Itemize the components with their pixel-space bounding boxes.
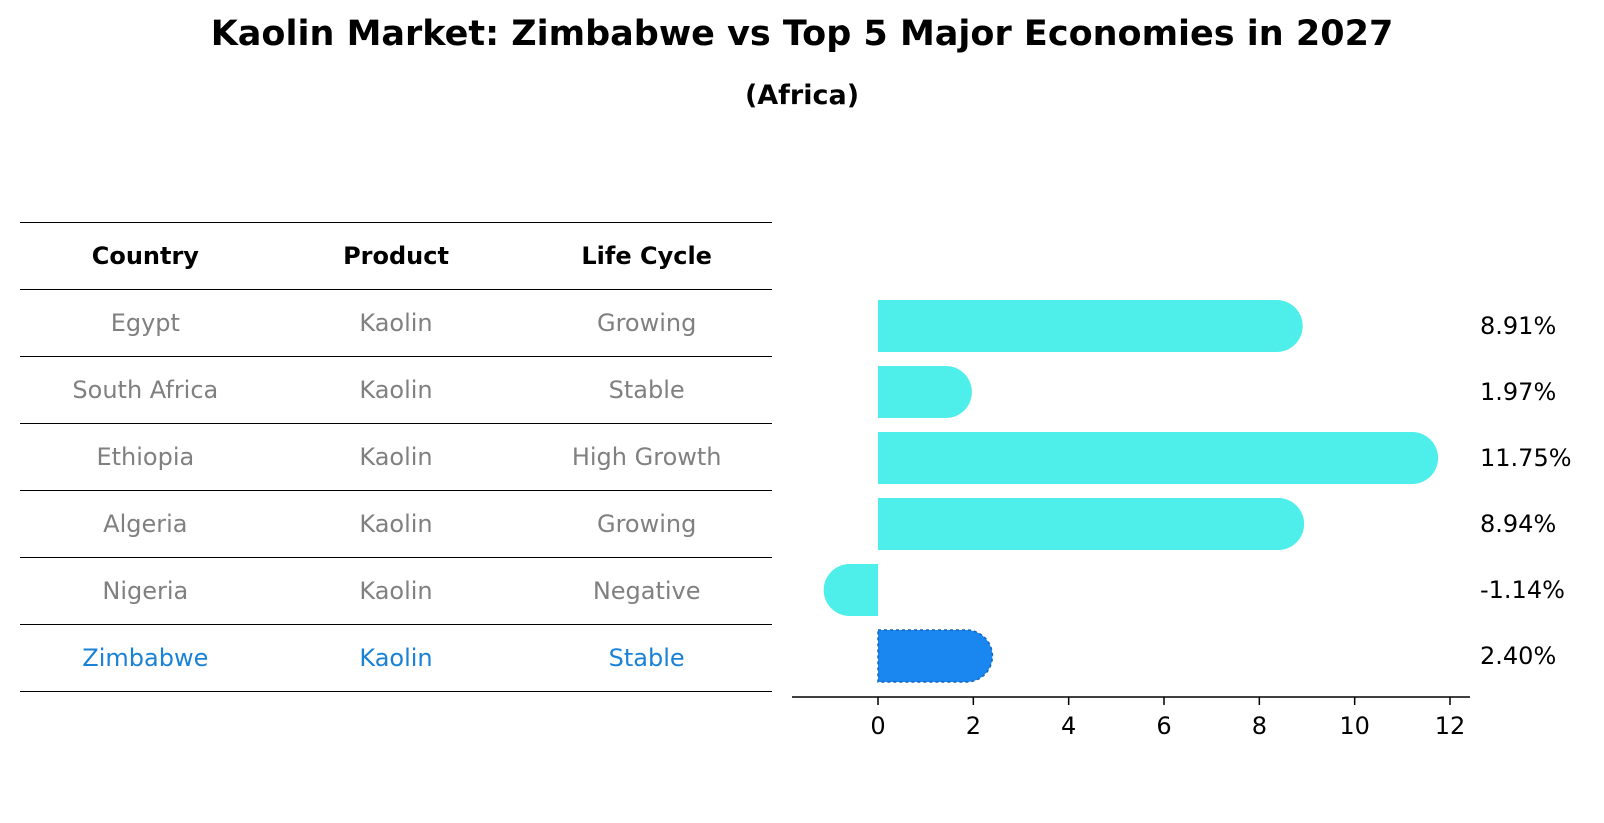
cell-product: Kaolin xyxy=(359,376,433,404)
bar-ethiopia xyxy=(878,432,1439,484)
country-table: Country Product Life Cycle Egypt Kaolin … xyxy=(20,222,772,692)
cell-life-cycle: Growing xyxy=(596,510,697,538)
column-header-life-cycle: Life Cycle xyxy=(581,242,712,270)
table-header-row: Country Product Life Cycle xyxy=(20,222,772,289)
chart-subtitle: (Africa) xyxy=(744,80,860,111)
x-tick-label: 12 xyxy=(1435,712,1466,740)
table-row: South Africa Kaolin Stable xyxy=(20,356,772,423)
cell-life-cycle: Growing xyxy=(596,309,697,337)
column-header-country: Country xyxy=(91,242,199,270)
cell-country: Zimbabwe xyxy=(82,644,209,672)
cell-country: South Africa xyxy=(72,376,219,404)
table-row-highlighted: Zimbabwe Kaolin Stable xyxy=(20,624,772,692)
chart-title: Kaolin Market: Zimbabwe vs Top 5 Major E… xyxy=(210,14,1394,54)
table-row: Algeria Kaolin Growing xyxy=(20,490,772,557)
value-label: 8.91% xyxy=(1480,312,1556,340)
cell-product: Kaolin xyxy=(359,644,433,672)
cell-country: Algeria xyxy=(103,510,188,538)
x-tick-label: 8 xyxy=(1252,712,1267,740)
x-tick-label: 6 xyxy=(1156,712,1171,740)
bar-nigeria xyxy=(823,564,878,616)
value-label: -1.14% xyxy=(1480,576,1565,604)
cell-life-cycle: Stable xyxy=(608,376,685,404)
cell-product: Kaolin xyxy=(359,510,433,538)
bar-zimbabwe xyxy=(877,629,994,683)
table-row: Nigeria Kaolin Negative xyxy=(20,557,772,624)
value-label: 2.40% xyxy=(1480,642,1556,670)
x-tick-label: 10 xyxy=(1339,712,1370,740)
bar-egypt xyxy=(878,300,1303,352)
x-tick-label: 0 xyxy=(870,712,885,740)
cell-product: Kaolin xyxy=(359,577,433,605)
cell-country: Nigeria xyxy=(102,577,189,605)
cell-life-cycle: Negative xyxy=(592,577,701,605)
value-label: 8.94% xyxy=(1480,510,1556,538)
table-row: Ethiopia Kaolin High Growth xyxy=(20,423,772,490)
cell-country: Ethiopia xyxy=(96,443,195,471)
cell-product: Kaolin xyxy=(359,443,433,471)
cell-product: Kaolin xyxy=(359,309,433,337)
table-row: Egypt Kaolin Growing xyxy=(20,289,772,356)
value-label: 1.97% xyxy=(1480,378,1556,406)
column-header-product: Product xyxy=(343,242,449,270)
bar-south-africa xyxy=(878,366,972,418)
cell-country: Egypt xyxy=(110,309,180,337)
value-label: 11.75% xyxy=(1480,444,1572,472)
bar-algeria xyxy=(878,498,1305,550)
x-tick-label: 4 xyxy=(1061,712,1076,740)
x-tick-label: 2 xyxy=(966,712,981,740)
cell-life-cycle: High Growth xyxy=(571,443,722,471)
cell-life-cycle: Stable xyxy=(608,644,685,672)
